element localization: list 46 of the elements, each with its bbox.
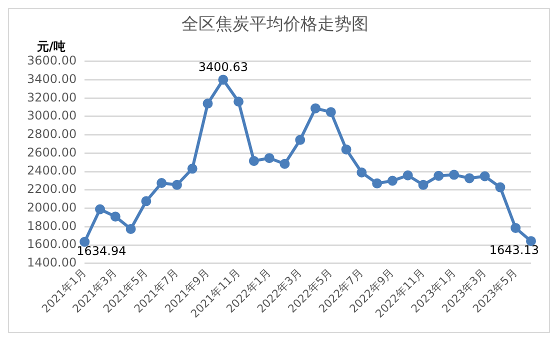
chart-title: 全区焦炭平均价格走势图 (182, 14, 368, 35)
point (341, 144, 352, 154)
y-tick-label: 2200.00 (27, 182, 77, 196)
point (418, 180, 428, 190)
point (280, 158, 290, 169)
point (218, 74, 228, 85)
point (95, 204, 106, 214)
point (510, 222, 521, 233)
point (248, 156, 259, 166)
y-tick-label: 3600.00 (27, 54, 77, 68)
point (356, 168, 367, 178)
point (126, 224, 136, 234)
data-label: 1643.13 (489, 243, 539, 258)
data-label: 1634.94 (76, 244, 126, 258)
point (495, 182, 506, 192)
point (234, 96, 244, 107)
point (402, 170, 413, 180)
y-tick-label: 1400.00 (27, 256, 77, 270)
point (387, 176, 398, 186)
y-tick-label: 3200.00 (27, 90, 77, 104)
point (141, 196, 152, 206)
point (295, 134, 306, 145)
point (480, 171, 490, 182)
y-tick-label: 2600.00 (27, 145, 77, 160)
point (202, 98, 213, 109)
point (187, 164, 198, 174)
point (372, 178, 382, 188)
y-tick-label: 2400.00 (27, 164, 77, 178)
point (80, 236, 90, 247)
y-tick-label: 2800.00 (27, 126, 77, 141)
point (172, 180, 182, 190)
y-tick-label: 2000.00 (27, 200, 77, 214)
data-label: 3400.63 (198, 60, 248, 74)
y-tick-label: 1600.00 (27, 237, 77, 252)
point (264, 153, 274, 164)
point (156, 178, 167, 188)
y-tick-label: 1800.00 (27, 218, 77, 233)
y-axis-title: 元/吨 (36, 40, 66, 54)
point (434, 170, 444, 181)
point (310, 103, 321, 114)
point (449, 170, 460, 180)
point (110, 212, 120, 222)
y-tick-label: 3400.00 (27, 72, 77, 86)
y-tick-label: 3000.00 (27, 108, 77, 123)
point (464, 173, 474, 184)
point (326, 107, 336, 118)
